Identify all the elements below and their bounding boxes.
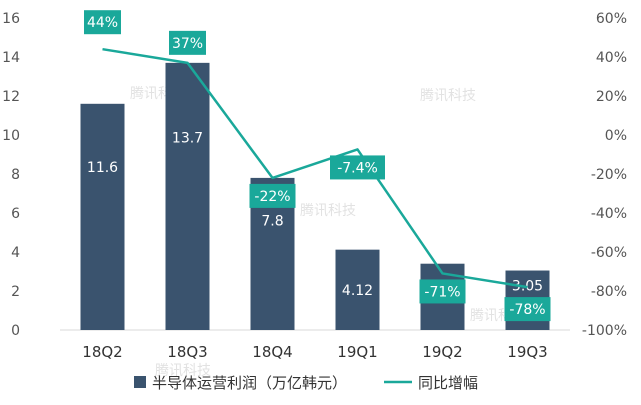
yoy-labels: 44% 37% -22% -7.4% -71% -78% [84,10,551,322]
bar [80,103,125,330]
yoy-line [102,47,528,289]
yoy-label: 37% [172,36,203,52]
yoy-label-box [84,10,121,35]
legend: 半导体运营利润（万亿韩元） 同比增幅 [134,374,478,392]
bar-value-label: 4.12 [342,283,373,299]
bar [335,249,380,330]
x-tick-label: 18Q4 [252,343,292,361]
left-tick-label: 10 [2,128,20,144]
yoy-label-box [330,155,385,180]
left-tick-label: 0 [11,323,20,339]
legend-bar-label: 半导体运营利润（万亿韩元） [152,374,347,392]
yoy-label-box [419,279,466,304]
right-tick-label: -20% [591,167,627,183]
right-tick-label: -60% [591,245,627,261]
right-tick-label: 0% [605,128,627,144]
yoy-label: 44% [87,15,118,31]
yoy-label: -7.4% [337,160,378,176]
left-tick-label: 8 [11,167,20,183]
watermark-text: 腾讯科技 [300,202,356,219]
left-axis-ticks: 0 2 4 6 8 10 12 14 16 [2,11,20,339]
left-tick-label: 12 [2,89,20,105]
right-axis-ticks: -100% -80% -60% -40% -20% 0% 20% 40% 60% [582,11,627,339]
bar-value-label: 7.8 [261,213,283,229]
right-tick-label: -80% [591,284,627,300]
x-tick-label: 19Q2 [422,343,462,361]
bar [165,62,210,330]
x-axis-ticks: 18Q2 18Q3 18Q4 19Q1 19Q2 19Q3 [82,343,547,361]
yoy-label-box [504,297,551,322]
yoy-label-box [249,183,296,208]
right-tick-label: -40% [591,206,627,222]
right-tick-label: 20% [596,89,627,105]
x-tick-label: 19Q1 [337,343,377,361]
left-tick-label: 2 [11,284,20,300]
bars [80,62,550,330]
left-tick-label: 14 [2,50,20,66]
yoy-label: -78% [509,302,545,318]
legend-bar-swatch [134,376,146,388]
left-tick-label: 4 [11,245,20,261]
yoy-label: -22% [254,189,290,205]
right-tick-label: 40% [596,50,627,66]
watermark-text: 腾讯科技 [155,362,211,379]
x-tick-label: 19Q3 [507,343,547,361]
left-tick-label: 16 [2,11,20,27]
yoy-label: -71% [424,284,460,300]
right-tick-label: 60% [596,11,627,27]
yoy-label-box [169,30,206,55]
x-tick-label: 18Q2 [82,343,122,361]
watermark-text: 腾讯科技 [420,87,476,104]
bar-value-label: 11.6 [87,160,118,176]
right-tick-label: -100% [582,323,627,339]
left-tick-label: 6 [11,206,20,222]
legend-line-label: 同比增幅 [418,374,478,392]
bar-value-label: 13.7 [172,131,203,147]
x-tick-label: 18Q3 [167,343,207,361]
